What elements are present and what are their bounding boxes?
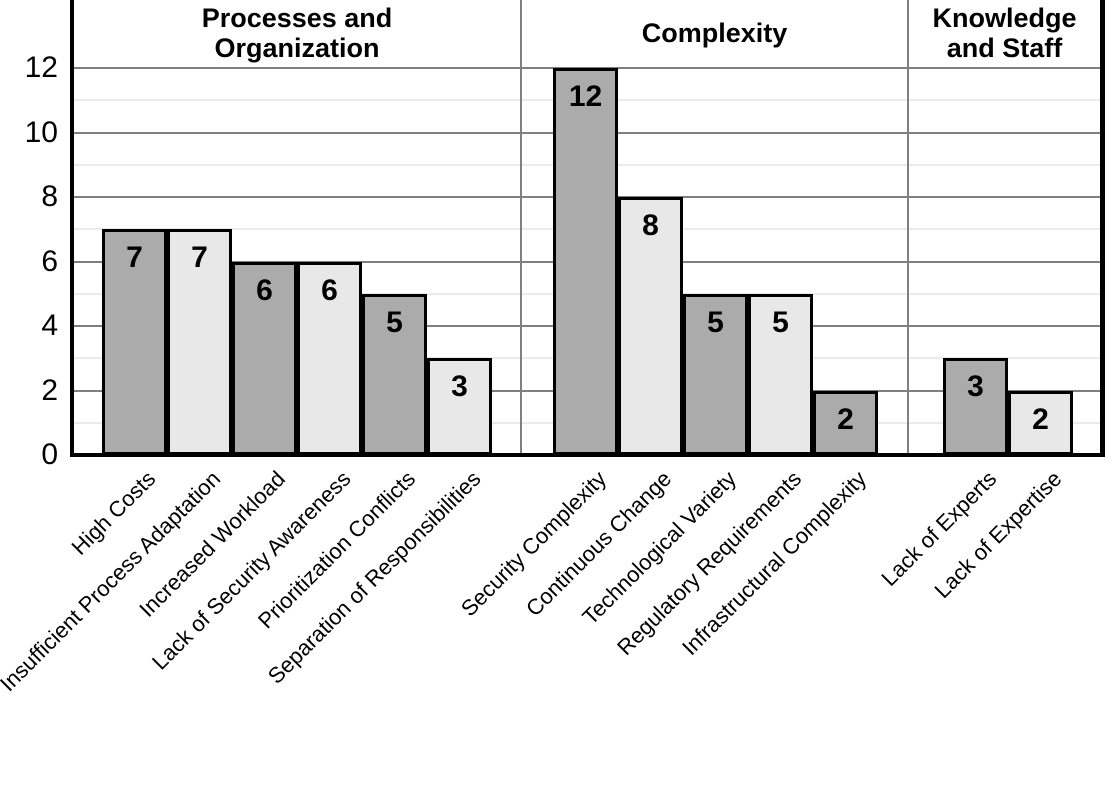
plot-right-border xyxy=(1100,0,1105,457)
y-tick-label: 4 xyxy=(41,309,58,342)
bar-value-label: 2 xyxy=(1032,402,1049,436)
bar-insufficient-process-adaptation: 7 xyxy=(167,229,232,455)
group-separator-line xyxy=(907,0,909,453)
bar-separation-of-responsibilities: 3 xyxy=(427,358,492,455)
bar-value-label: 8 xyxy=(642,209,659,242)
bar-technological-variety: 5 xyxy=(683,293,748,455)
bar-lack-of-security-awareness: 6 xyxy=(297,261,362,455)
bar-value-label: 12 xyxy=(568,80,603,113)
bar-security-complexity: 12 xyxy=(553,68,618,455)
group-title: Processes and Organization xyxy=(201,2,393,63)
group-title: Complexity xyxy=(641,17,788,48)
y-axis-line xyxy=(70,0,74,457)
y-tick-label: 2 xyxy=(41,373,58,407)
bar-value-label: 7 xyxy=(126,241,143,275)
bar-value-label: 5 xyxy=(386,305,403,339)
bar-value-label: 5 xyxy=(772,305,789,339)
group-separator-line xyxy=(520,0,522,453)
bar-value-label: 6 xyxy=(256,273,273,307)
group-title-box: Knowledge and Staff xyxy=(909,2,1100,64)
bar-value-label: 3 xyxy=(451,370,468,404)
y-tick-label: 6 xyxy=(41,244,58,278)
y-tick-label: 12 xyxy=(24,51,58,84)
y-tick-label: 8 xyxy=(41,180,58,213)
bar-prioritization-conflicts: 5 xyxy=(362,293,427,455)
bar-value-label: 5 xyxy=(707,305,724,339)
x-tick-label: Lack of Experts xyxy=(876,466,1002,591)
bar-lack-of-experts: 3 xyxy=(943,358,1008,455)
y-tick-label: 0 xyxy=(41,438,58,471)
bar-value-label: 7 xyxy=(191,241,208,275)
bar-regulatory-requirements: 5 xyxy=(748,293,813,455)
bar-increased-workload: 6 xyxy=(232,261,297,455)
bar-value-label: 3 xyxy=(967,370,984,404)
bar-infrastructural-complexity: 2 xyxy=(813,390,878,455)
bar-high-costs: 7 xyxy=(102,229,167,455)
y-tick-label: 10 xyxy=(24,115,58,149)
bar-value-label: 6 xyxy=(321,273,338,307)
x-axis-line xyxy=(70,453,1105,457)
group-title-box: Processes and Organization xyxy=(74,2,520,64)
bar-lack-of-expertise: 2 xyxy=(1008,390,1073,455)
group-title-box: Complexity xyxy=(522,2,907,64)
bar-continuous-change: 8 xyxy=(618,197,683,455)
bar-value-label: 2 xyxy=(837,402,854,436)
group-title: Knowledge and Staff xyxy=(932,2,1077,63)
